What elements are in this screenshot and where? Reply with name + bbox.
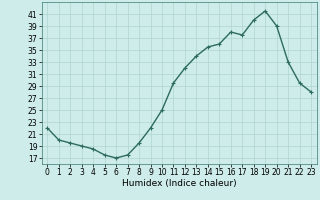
X-axis label: Humidex (Indice chaleur): Humidex (Indice chaleur) [122, 179, 236, 188]
